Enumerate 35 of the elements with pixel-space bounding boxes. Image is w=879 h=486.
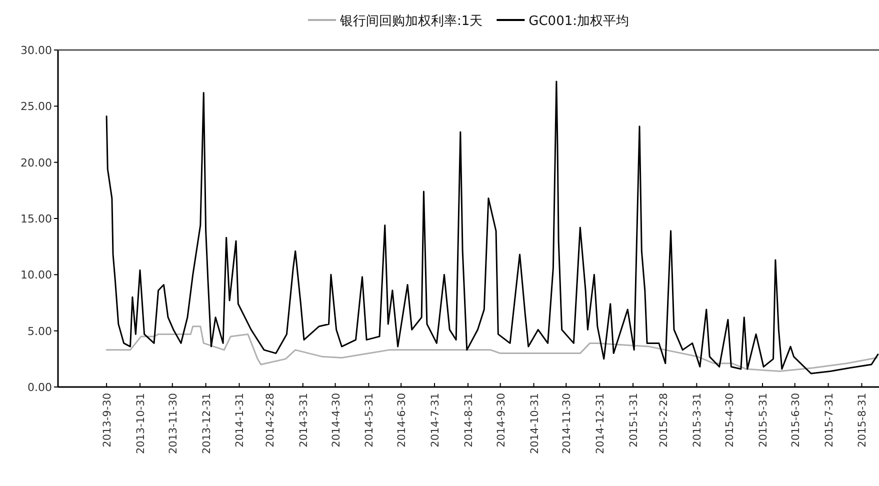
x-tick-label: 2015-4-30 (724, 393, 736, 448)
x-tick-label: 2014-3-31 (298, 393, 310, 448)
y-tick-label: 20.00 (20, 156, 52, 170)
x-tick-label: 2014-2-28 (264, 393, 276, 448)
x-tick-label: 2015-2-28 (658, 393, 670, 448)
y-tick-label: 5.00 (28, 324, 52, 338)
x-tick-label: 2015-1-31 (628, 393, 640, 448)
x-tick-label: 2015-7-31 (823, 393, 836, 448)
y-tick-label: 10.00 (20, 268, 52, 282)
x-tick-label: 2014-7-31 (430, 393, 442, 448)
y-tick-label: 25.00 (20, 100, 52, 114)
y-tick-label: 0.00 (28, 381, 52, 394)
x-tick-label: 2015-3-31 (692, 393, 704, 448)
x-tick-label: 2015-8-31 (856, 393, 869, 448)
x-tick-label: 2014-11-30 (561, 393, 574, 454)
x-tick-label: 2014-5-31 (364, 393, 376, 448)
x-tick-label: 2015-5-31 (757, 393, 770, 448)
x-tick-label: 2014-1-31 (234, 393, 246, 448)
x-tick-label: 2013-11-30 (167, 393, 180, 454)
x-tick-label: 2013-9-30 (102, 393, 114, 448)
x-tick-label: 2014-9-30 (495, 393, 508, 448)
y-tick-label: 30.00 (20, 44, 52, 57)
line-series (106, 80, 879, 374)
line-series (106, 326, 878, 372)
y-tick-label: 15.00 (20, 212, 52, 226)
x-tick-label: 2014-8-31 (462, 393, 475, 448)
x-tick-label: 2014-6-30 (396, 393, 408, 448)
x-tick-label: 2014-12-31 (594, 393, 607, 454)
x-tick-label: 2014-4-30 (330, 393, 342, 448)
x-tick-label: 2014-10-31 (528, 393, 541, 454)
x-tick-label: 2013-12-31 (200, 393, 213, 454)
legend-label: GC001:加权平均 (528, 14, 629, 29)
x-tick-label: 2013-10-31 (134, 393, 147, 454)
legend-label: 银行间回购加权利率:1天 (339, 13, 483, 29)
x-tick-label: 2015-6-30 (790, 393, 802, 448)
